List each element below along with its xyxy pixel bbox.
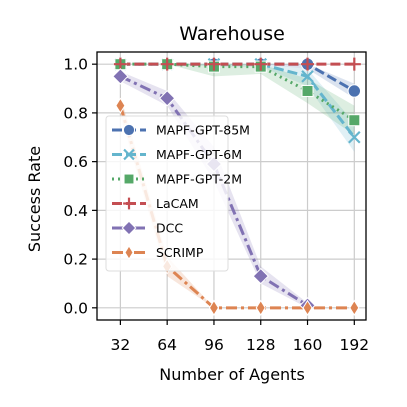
data-point: [208, 299, 220, 316]
data-point: [112, 68, 129, 85]
x-tick-label: 96: [204, 336, 224, 354]
legend-label: SCRIMP: [156, 245, 204, 260]
data-point: [348, 114, 361, 127]
legend-marker: [123, 148, 135, 161]
x-tick-label: 192: [340, 336, 370, 354]
legend: MAPF-GPT-85M MAPF-GPT-6M MAPF-GPT-2M LaCAM D…: [105, 115, 250, 272]
x-axis-label: Number of Agents: [159, 365, 305, 384]
y-tick-label: 0.8: [63, 104, 88, 122]
y-tick-label: 0.4: [63, 202, 88, 220]
data-point: [348, 130, 361, 144]
y-tick-label: 0.2: [63, 251, 88, 269]
data-point: [207, 57, 221, 71]
y-tick-label: 0.6: [63, 153, 88, 171]
x-tick-label: 64: [157, 336, 177, 354]
data-point: [158, 90, 176, 107]
y-axis-label: Success Rate: [25, 146, 44, 252]
y-tick-label: 1.0: [63, 56, 88, 74]
confidence-bands: [120, 64, 355, 308]
data-point: [347, 84, 362, 98]
data-point: [302, 299, 313, 316]
legend-marker: [122, 123, 136, 137]
x-tick-label: 32: [111, 336, 131, 354]
legend-marker: [123, 197, 135, 210]
data-point: [347, 57, 361, 71]
legend-label: DCC: [156, 221, 183, 236]
legend-marker: [123, 173, 135, 185]
legend-marker: [124, 245, 134, 260]
chart-title: Warehouse: [179, 23, 285, 45]
data-point: [255, 299, 266, 316]
legend-marker: [121, 220, 137, 236]
x-tick-label: 160: [293, 336, 323, 354]
confidence-band: [120, 64, 355, 135]
legend-label: MAPF-GPT-85M: [156, 123, 250, 138]
plot-frame: [96, 51, 367, 321]
legend-label: MAPF-GPT-6M: [156, 147, 242, 162]
axis-ticks: 32 64 96 128 160 192 0.0 0.2 0.4 0.6 0.8 1.0: [63, 56, 369, 354]
data-point: [301, 84, 314, 97]
data-point: [115, 97, 126, 114]
data-point: [252, 267, 269, 285]
legend-box: [105, 115, 229, 272]
legend-label: LaCAM: [156, 196, 199, 211]
x-tick-label: 128: [246, 336, 276, 354]
y-tick-label: 0.0: [63, 299, 88, 317]
data-point: [301, 57, 315, 71]
data-point: [254, 57, 268, 71]
legend-label: MAPF-GPT-2M: [156, 172, 242, 187]
data-point: [301, 70, 314, 83]
data-point: [160, 57, 174, 71]
data-point: [349, 299, 360, 316]
